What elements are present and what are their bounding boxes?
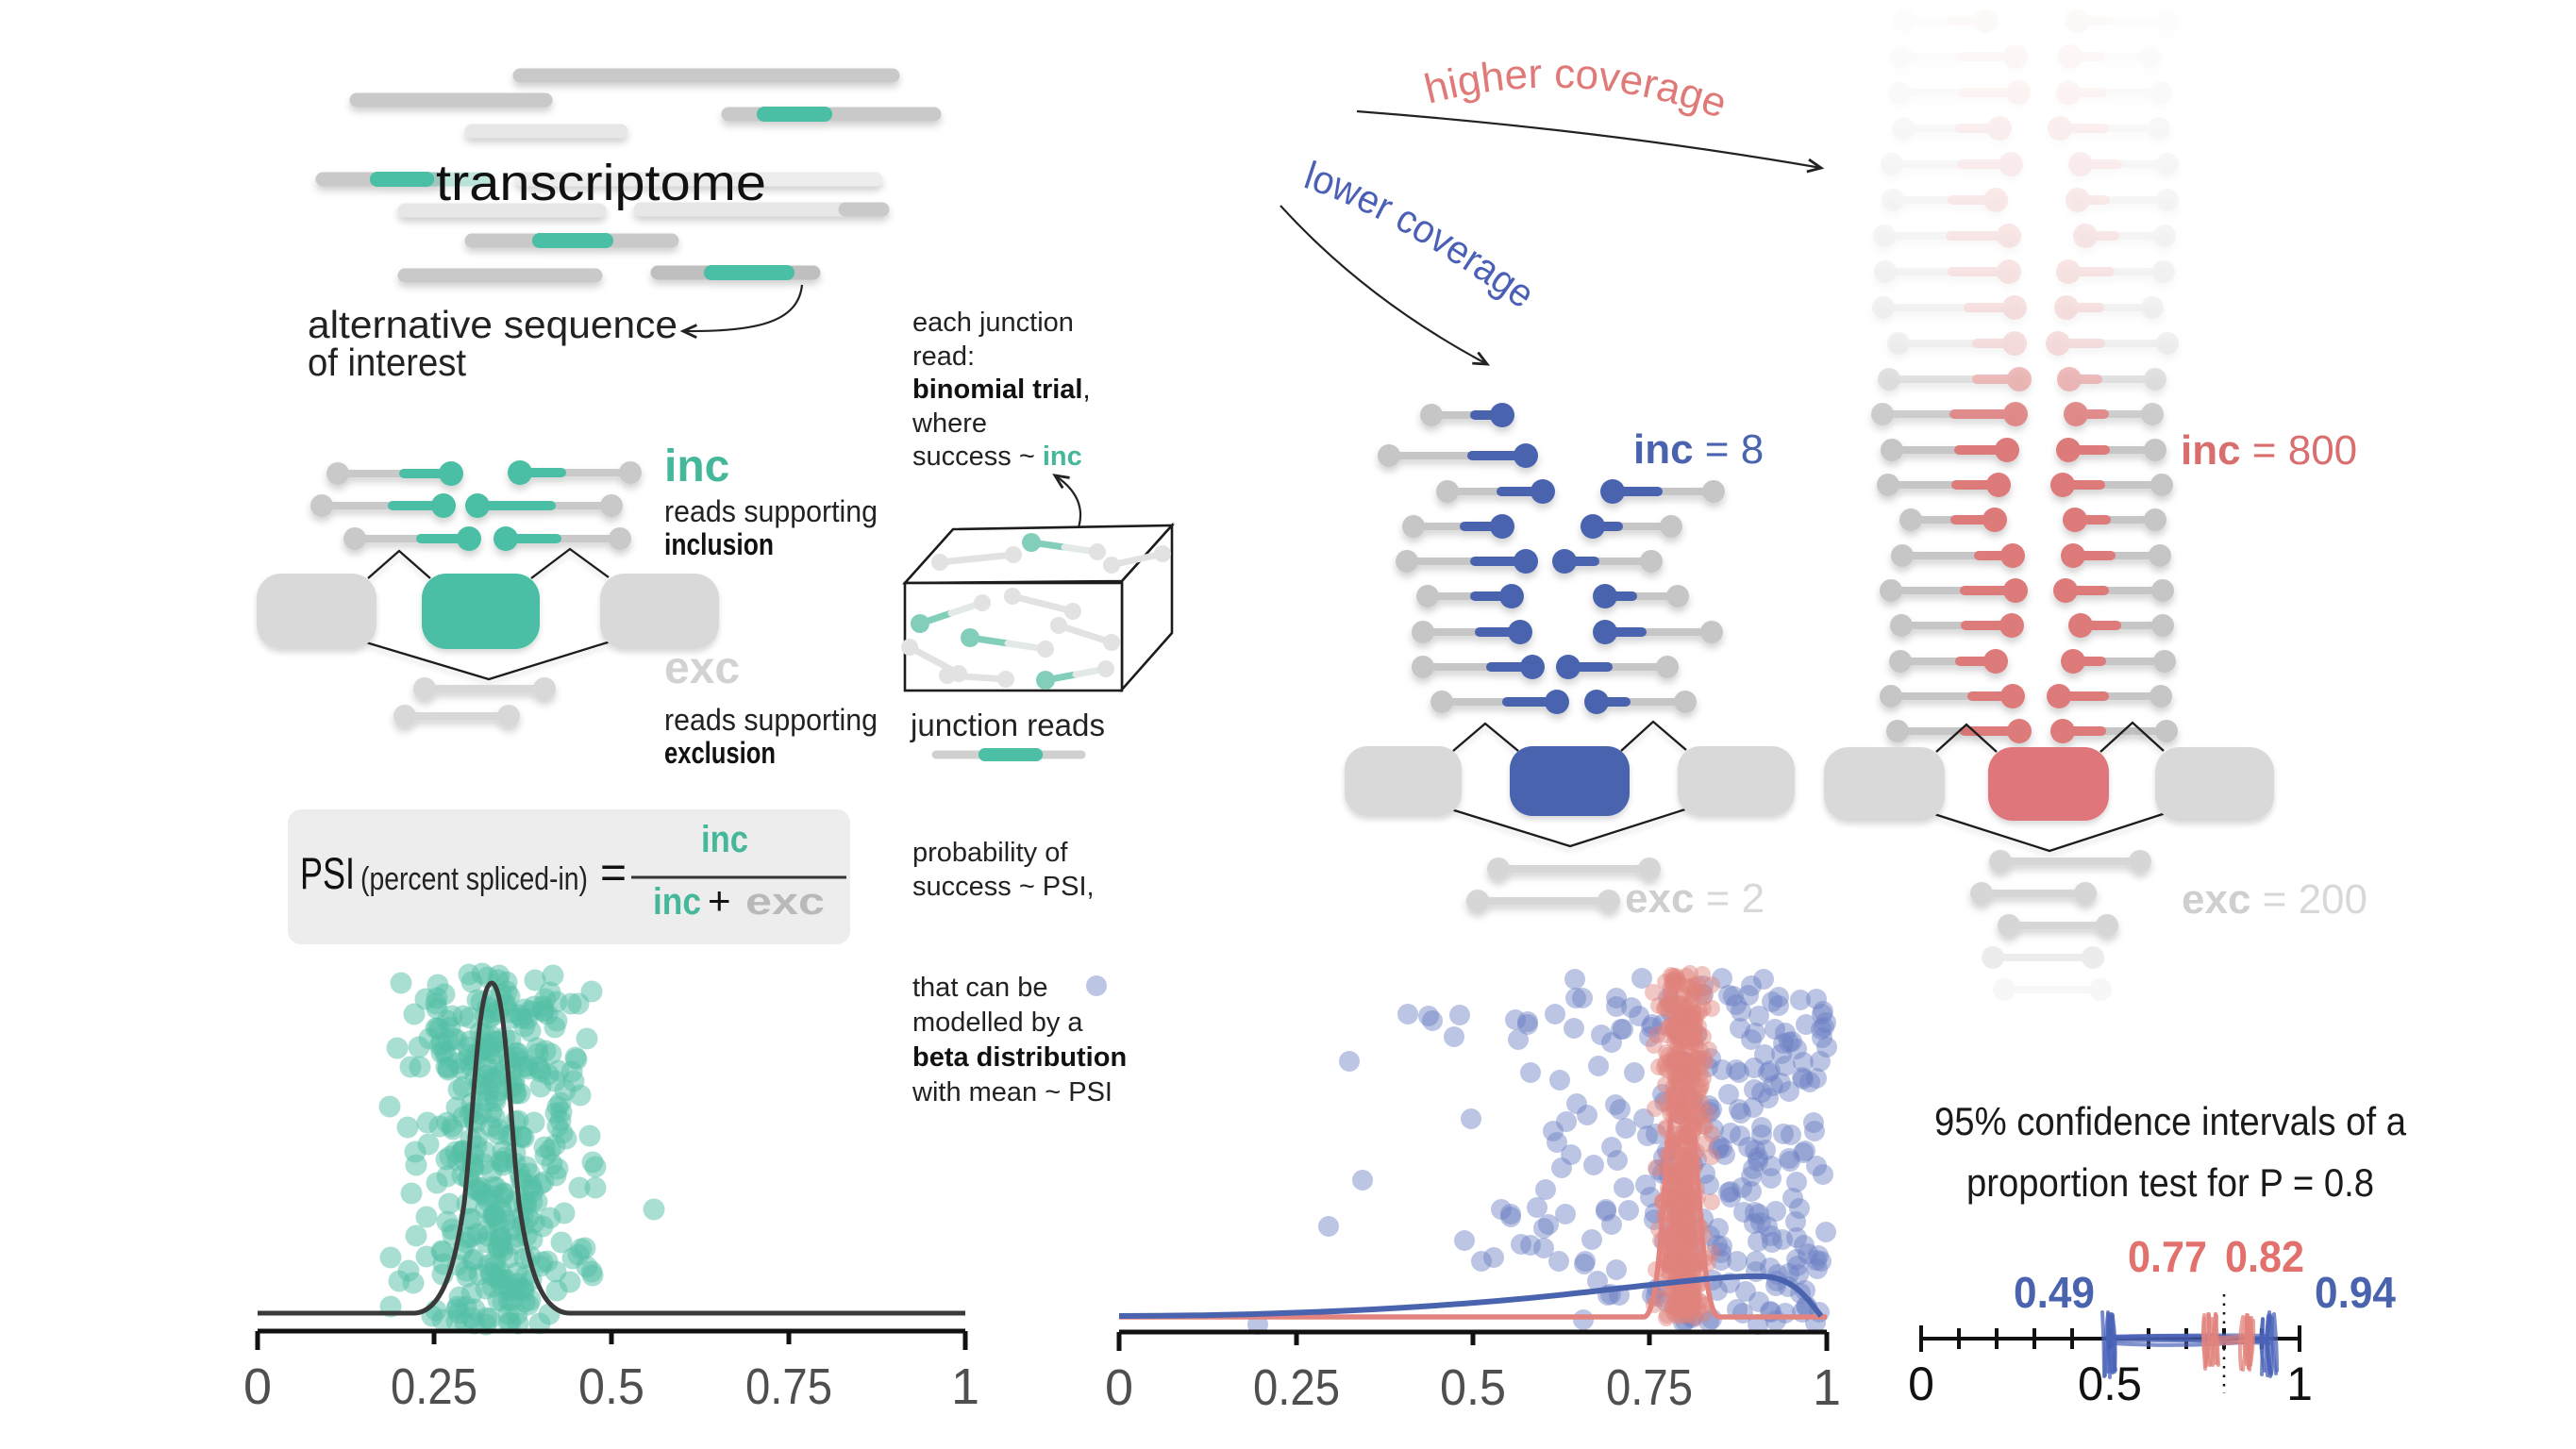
svg-text:inc: inc [653,881,701,923]
svg-text:1: 1 [951,1358,979,1415]
svg-text:of interest: of interest [308,341,467,384]
svg-text:0.75: 0.75 [1606,1359,1693,1416]
svg-text:junction reads: junction reads [910,708,1105,742]
svg-text:success ~ PSI,: success ~ PSI, [912,872,1095,902]
svg-text:read:: read: [912,341,975,372]
svg-text:0: 0 [1908,1357,1934,1410]
svg-text:alternative sequence: alternative sequence [308,303,677,346]
svg-text:0.49: 0.49 [2014,1268,2095,1317]
svg-text:inc: inc [701,819,748,860]
svg-text:reads supporting: reads supporting [664,494,878,528]
svg-text:exc = 200: exc = 200 [2182,876,2367,923]
svg-text:1: 1 [2286,1357,2313,1410]
svg-text:probability of: probability of [912,838,1068,868]
svg-text:higher coverage: higher coverage [1420,51,1732,127]
svg-text:0.5: 0.5 [1440,1359,1506,1416]
svg-text:proportion test for P = 0.8: proportion test for P = 0.8 [1966,1160,2374,1205]
svg-text:0: 0 [1105,1359,1133,1416]
svg-text:inc = 800: inc = 800 [2181,427,2357,474]
svg-text:inc = 8: inc = 8 [1633,426,1764,473]
svg-text:(percent spliced-in): (percent spliced-in) [360,861,588,897]
svg-text:0.94: 0.94 [2315,1268,2396,1317]
svg-text:0.25: 0.25 [1253,1359,1340,1416]
svg-text:exc: exc [664,643,740,693]
svg-text:exc: exc [745,881,825,923]
svg-text:95% confidence intervals of a: 95% confidence intervals of a [1934,1099,2407,1143]
svg-text:0.5: 0.5 [578,1358,644,1415]
svg-text:where: where [912,408,987,439]
svg-text:binomial trial,: binomial trial, [912,375,1091,405]
svg-text:0.25: 0.25 [391,1358,477,1415]
svg-text:transcriptome: transcriptome [436,155,766,211]
svg-text:inclusion: inclusion [664,527,774,561]
svg-text:0: 0 [243,1358,272,1415]
svg-text:+: + [708,878,731,923]
svg-text:exc = 2: exc = 2 [1625,875,1765,922]
svg-text:0.82: 0.82 [2225,1232,2304,1281]
svg-text:that can be: that can be [912,973,1048,1003]
svg-text:beta distribution: beta distribution [912,1042,1127,1073]
svg-text:PSI: PSI [300,848,355,898]
svg-text:inc: inc [664,441,729,491]
svg-text:lower coverage: lower coverage [1299,153,1543,317]
svg-text:0.75: 0.75 [745,1358,832,1415]
svg-text:success ~ inc: success ~ inc [912,441,1082,472]
svg-text:1: 1 [1813,1359,1841,1416]
svg-text:0.77: 0.77 [2128,1232,2207,1281]
svg-text:with mean ~ PSI: with mean ~ PSI [912,1077,1112,1108]
svg-text:modelled by a: modelled by a [912,1008,1083,1038]
svg-text:=: = [600,848,627,898]
svg-text:reads supporting: reads supporting [664,703,878,737]
svg-text:exclusion: exclusion [664,736,776,770]
svg-text:each junction: each junction [912,308,1074,338]
